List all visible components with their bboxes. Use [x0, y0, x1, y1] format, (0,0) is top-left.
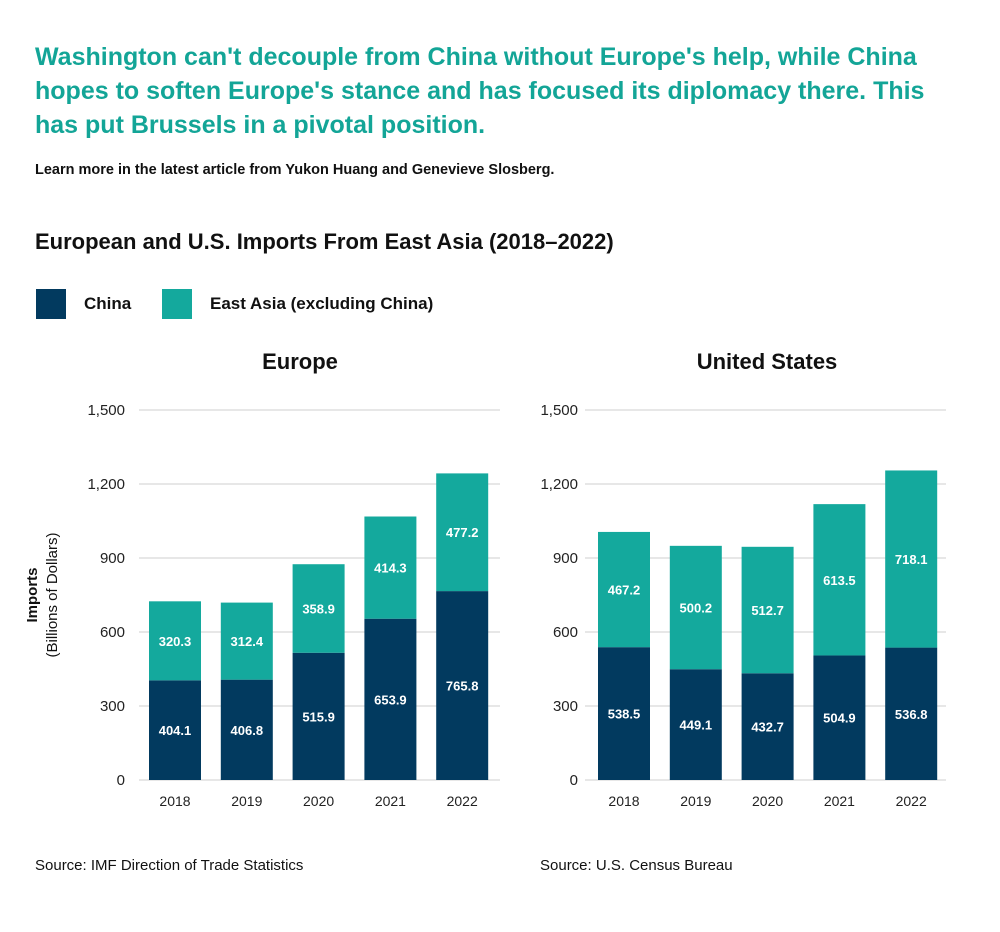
x-tick-label: 2018: [608, 793, 639, 809]
x-tick-label: 2019: [231, 793, 262, 809]
bar-east-asia: [364, 516, 417, 619]
x-tick-label: 2020: [303, 793, 334, 809]
bar-east-asia: [292, 564, 345, 653]
data-label: 653.9: [374, 692, 407, 707]
data-label: 432.7: [751, 720, 784, 735]
data-label: 504.9: [823, 711, 856, 726]
chart-title: European and U.S. Imports From East Asia…: [35, 229, 614, 254]
data-label: 358.9: [302, 601, 335, 616]
legend-label-east-asia: East Asia (excluding China): [210, 294, 434, 313]
data-label: 538.5: [608, 707, 641, 722]
data-label: 449.1: [680, 718, 713, 733]
bar-china: [220, 679, 273, 780]
bar-china: [149, 680, 201, 780]
y-tick-label: 300: [100, 698, 125, 715]
y-tick-label: 600: [553, 624, 578, 641]
bar-east-asia: [220, 602, 273, 680]
bar-east-asia: [813, 504, 866, 656]
y-tick-label: 0: [570, 772, 578, 789]
y-tick-label: 900: [553, 550, 578, 567]
bar-east-asia: [598, 531, 650, 648]
legend-swatch-china: [36, 289, 66, 319]
y-axis-units: (Billions of Dollars): [44, 532, 61, 657]
x-tick-label: 2022: [896, 793, 927, 809]
x-tick-label: 2021: [824, 793, 855, 809]
x-tick-label: 2022: [447, 793, 478, 809]
y-tick-label: 900: [100, 550, 125, 567]
y-tick-label: 1,200: [540, 476, 578, 493]
x-tick-label: 2020: [752, 793, 783, 809]
bar-china: [669, 669, 722, 780]
y-axis-title: Imports: [24, 567, 41, 622]
legend-label-china: China: [84, 294, 132, 313]
y-tick-label: 1,500: [87, 402, 125, 419]
headline: Washington can't decouple from China wit…: [35, 43, 925, 139]
bar-china: [436, 591, 489, 780]
data-label: 515.9: [302, 709, 335, 724]
data-label: 512.7: [751, 603, 784, 618]
y-tick-label: 1,500: [540, 402, 578, 419]
source-us: Source: U.S. Census Bureau: [540, 857, 733, 874]
subtitle: Learn more in the latest article from Yu…: [35, 162, 555, 178]
bar-east-asia: [149, 601, 201, 681]
data-label: 765.8: [446, 679, 479, 694]
bar-china: [598, 647, 650, 780]
data-label: 477.2: [446, 525, 479, 540]
data-label: 406.8: [231, 723, 264, 738]
panel-title: United States: [697, 349, 838, 374]
bar-china: [292, 652, 345, 780]
data-label: 312.4: [231, 634, 264, 649]
y-tick-label: 1,200: [87, 476, 125, 493]
y-tick-label: 600: [100, 624, 125, 641]
data-label: 414.3: [374, 561, 407, 576]
bar-east-asia: [436, 473, 489, 592]
bar-east-asia: [741, 546, 794, 674]
data-label: 467.2: [608, 583, 641, 598]
y-tick-label: 0: [117, 772, 125, 789]
data-label: 404.1: [159, 723, 192, 738]
legend-item-east-asia: East Asia (excluding China): [162, 289, 433, 319]
x-tick-label: 2018: [159, 793, 190, 809]
legend-item-china: China: [36, 289, 131, 319]
y-axis-label: Imports (Billions of Dollars): [24, 532, 61, 657]
data-label: 500.2: [680, 601, 713, 616]
bar-china: [364, 618, 417, 780]
data-label: 320.3: [159, 634, 192, 649]
data-label: 718.1: [895, 552, 928, 567]
x-tick-label: 2019: [680, 793, 711, 809]
bar-east-asia: [669, 545, 722, 670]
data-label: 613.5: [823, 573, 856, 588]
legend-swatch-east-asia: [162, 289, 192, 319]
y-tick-label: 300: [553, 698, 578, 715]
bar-china: [741, 673, 794, 780]
panel-title: Europe: [262, 349, 338, 374]
source-europe: Source: IMF Direction of Trade Statistic…: [35, 857, 304, 874]
data-label: 536.8: [895, 707, 928, 722]
bar-china: [813, 655, 866, 780]
bar-east-asia: [885, 470, 938, 648]
x-tick-label: 2021: [375, 793, 406, 809]
bar-china: [885, 647, 938, 780]
